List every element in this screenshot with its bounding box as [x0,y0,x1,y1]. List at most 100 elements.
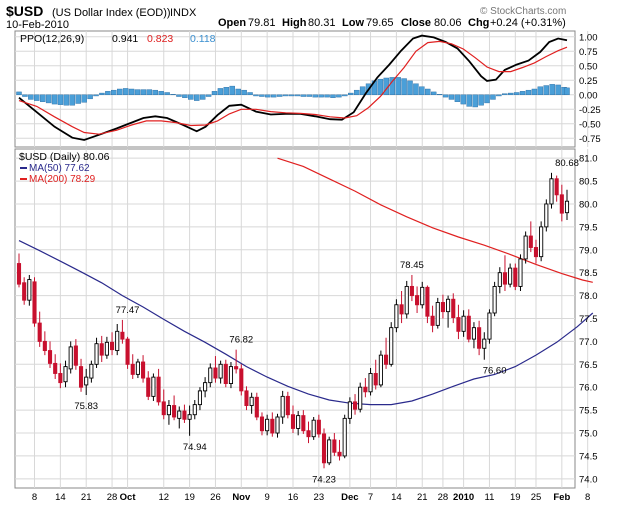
candle-body [223,363,228,385]
candle-body [440,302,445,313]
x-axis-tick: 28 [438,492,449,503]
ppo-y-tick: 0.25 [579,76,598,87]
ppo-histogram-bar [253,94,259,97]
candle [306,421,311,444]
candle-body [16,263,22,285]
candle-body [146,377,151,397]
candle-body [332,439,337,453]
price-annotation: 75.83 [74,401,98,412]
ppo-histogram-bar [265,94,271,98]
price-chart-title: $USD (Daily) 80.06 [19,151,110,163]
candle-body [435,302,440,326]
candle-body [508,267,513,285]
candle [141,355,146,383]
candle-body [518,258,523,287]
ppo-histogram-bar [229,85,235,95]
candle [316,414,321,438]
candle [471,322,476,349]
price-y-tick: 79.5 [579,222,598,233]
candle [384,337,389,369]
ppo-histogram-bar [99,92,105,95]
candle [435,297,440,329]
candle-body [32,281,37,324]
x-axis-tick: Oct [120,492,137,503]
candle-body [409,285,414,297]
candle [564,189,570,221]
ppo-histogram-bar [57,94,64,105]
candle-body [213,367,218,379]
candle-body [265,418,270,432]
candle-body [420,286,425,306]
candle [446,295,451,328]
candle-body [549,178,554,205]
ppo-histogram-bar [508,92,514,95]
candle [37,311,42,347]
price-annotation: 76.60 [483,366,507,377]
candle [197,387,202,411]
ppo-y-tick: -0.25 [579,105,601,116]
price-y-tick: 76.5 [579,360,598,371]
ppo-legend-label: PPO(12,26,9) [20,33,84,45]
candle-body [89,363,94,379]
candle-body [125,338,130,365]
brand-watermark: © StockCharts.com [480,6,566,17]
candle-body [296,415,301,429]
ppo-histogram-bar [247,92,253,96]
candle [84,368,89,396]
ppo-histogram-bar [164,92,170,96]
candle [477,320,482,356]
candle [99,335,104,363]
ppo-histogram-bar [140,89,147,96]
ppo-histogram-bar [454,94,461,102]
ppo-histogram-bar [63,94,70,106]
ppo-histogram-bar [555,84,561,96]
price-annotation: 78.45 [400,260,424,271]
candle [466,309,471,343]
candle [342,414,347,459]
candle [27,274,32,306]
price-y-tick: 78.0 [579,291,598,302]
x-axis-tick: 28 [107,492,118,503]
candle [337,439,342,461]
candle [78,358,84,392]
candle [404,280,409,319]
ppo-histogram-bar [407,80,413,95]
ppo-y-tick: 0.75 [579,47,598,58]
ppo-histogram-bar [235,88,241,95]
low-value: 79.65 [366,17,394,29]
candle [42,331,47,356]
candle-body [197,390,202,406]
price-y-tick: 75.5 [579,406,598,417]
x-axis-tick: 7 [368,492,373,503]
ppo-histogram-bar [330,94,336,98]
ppo-histogram-bar [217,88,224,95]
ma50-legend-label: MA(50) 77.62 [29,163,90,174]
candle-body [280,395,285,418]
candle-body [482,338,487,349]
ppo-legend: PPO(12,26,9) 0.941 0.823 0.118 [20,33,216,45]
ppo-histogram-bar [294,94,301,97]
candle-body [461,315,466,332]
candle [492,281,497,317]
ppo-histogram-bar [478,94,484,106]
candle-body [559,194,564,214]
ppo-histogram-bar [16,91,22,96]
ppo-histogram-bar [442,94,449,98]
ppo-histogram-bar [353,89,360,96]
candle-body [352,401,358,410]
candle-body [99,343,104,356]
candle [389,322,394,367]
candle-body [523,235,528,260]
candle [425,285,430,324]
candle [301,410,306,434]
x-axis-tick: 26 [210,492,221,503]
candle [523,231,528,264]
candle-body [446,298,451,313]
price-annotation: 77.47 [116,305,140,316]
ppo-histogram-bar [128,88,135,95]
candle [368,367,373,396]
candle [280,390,285,424]
candle-body [78,366,84,388]
ppo-histogram-bar [45,94,52,104]
